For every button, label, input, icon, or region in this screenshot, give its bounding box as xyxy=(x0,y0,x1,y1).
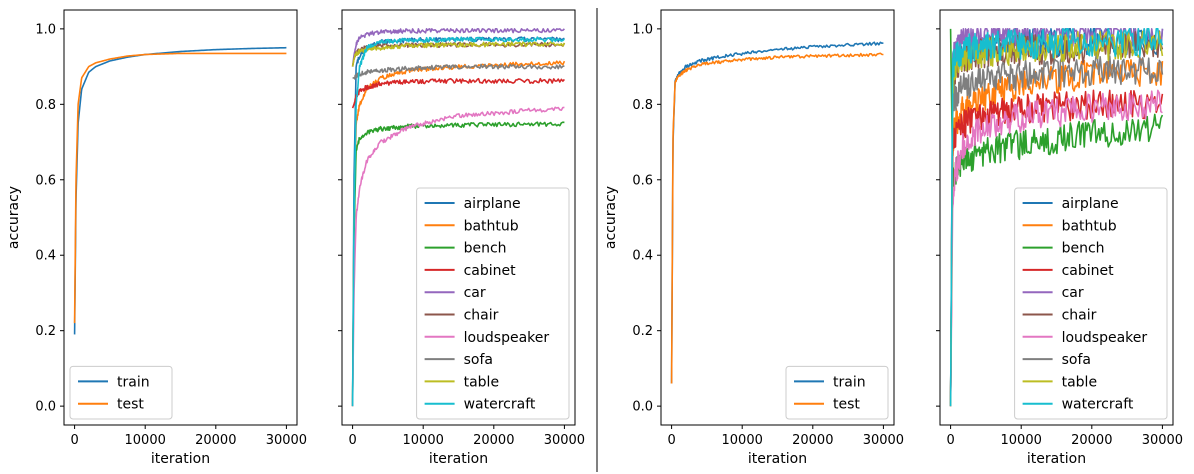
legend-box xyxy=(1014,187,1168,420)
legend-label-car: car xyxy=(1062,285,1084,301)
x-tick-label: 10000 xyxy=(403,433,444,448)
legend-label-chair: chair xyxy=(464,308,499,324)
series-line-cabinet xyxy=(949,89,1164,407)
legend-label-airplane: airplane xyxy=(464,196,521,212)
legend-label-bathtub: bathtub xyxy=(464,218,519,234)
legend-label-chair: chair xyxy=(1062,308,1097,324)
legend-label-table: table xyxy=(464,374,499,390)
legend-label-loudspeaker: loudspeaker xyxy=(1062,330,1148,346)
x-tick-label: 10000 xyxy=(125,433,166,448)
series-line-train xyxy=(670,41,884,384)
x-axis-label: iteration xyxy=(1027,451,1086,467)
axes-frame xyxy=(660,9,895,426)
series-line-watercraft xyxy=(351,36,565,407)
y-tick-label: 0.0 xyxy=(35,400,56,415)
legend-label-bench: bench xyxy=(1062,241,1105,257)
chart-panel-2: 0 10000 20000 30000 iteration airplane bathtub… xyxy=(338,9,585,467)
y-tick-label: 0.2 xyxy=(632,324,653,339)
y-tick-label: 1.0 xyxy=(35,22,56,37)
y-tick-label: 0.8 xyxy=(632,98,653,113)
x-axis-label: iteration xyxy=(151,451,210,467)
y-tick-label: 1.0 xyxy=(632,22,653,37)
legend-label-cabinet: cabinet xyxy=(464,263,517,279)
legend-label-test: test xyxy=(833,397,860,413)
series-line-test xyxy=(73,52,287,324)
chart-panel-1: 0 10000 20000 30000 0.0 0.2 0.4 0.6 0.8 1.0 iterat… xyxy=(6,9,307,467)
legend-label-car: car xyxy=(464,285,486,301)
x-tick-label: 20000 xyxy=(473,433,514,448)
legend-box xyxy=(416,187,570,420)
x-tick-label: 0 xyxy=(946,433,954,448)
y-tick-label: 0.8 xyxy=(35,98,56,113)
series-line-watercraft xyxy=(949,28,1164,407)
legend-label-bathtub: bathtub xyxy=(1062,218,1117,234)
x-tick-label: 30000 xyxy=(544,433,585,448)
series-line-bench xyxy=(949,28,1164,187)
legend: train test xyxy=(785,365,889,420)
y-tick-label: 0.4 xyxy=(632,249,653,264)
chart-panel-4: 0 10000 20000 30000 iteration airplane bathtub… xyxy=(936,9,1183,467)
y-axis-label: accuracy xyxy=(6,186,22,249)
legend-label-train: train xyxy=(117,374,150,390)
x-tick-label: 0 xyxy=(348,433,356,448)
x-tick-label: 20000 xyxy=(1071,433,1112,448)
legend: airplane bathtub bench cabinet car chair louds… xyxy=(1014,187,1168,420)
series-line-sofa xyxy=(949,54,1164,407)
axes-frame xyxy=(939,9,1174,426)
legend-box xyxy=(69,365,173,420)
legend-label-train: train xyxy=(833,374,866,390)
series-line-bathtub xyxy=(351,60,566,407)
series-line-train xyxy=(73,46,287,335)
series-line-loudspeaker xyxy=(949,89,1163,407)
x-tick-label: 30000 xyxy=(1142,433,1183,448)
series-line-test xyxy=(670,52,884,384)
legend-label-airplane: airplane xyxy=(1062,196,1119,212)
x-axis-label: iteration xyxy=(429,451,488,467)
series-line-car xyxy=(351,28,565,68)
x-tick-label: 0 xyxy=(70,433,78,448)
series-line-sofa xyxy=(351,63,565,80)
y-axis-label: accuracy xyxy=(603,186,619,249)
chart-panel-3: 0 10000 20000 30000 0.0 0.2 0.4 0.6 0.8 1.0 iterat… xyxy=(603,9,904,467)
series-line-loudspeaker xyxy=(351,106,565,407)
y-tick-label: 0.6 xyxy=(35,173,56,188)
y-tick-label: 0.2 xyxy=(35,324,56,339)
x-axis-label: iteration xyxy=(748,451,807,467)
series-line-cabinet xyxy=(351,77,565,109)
legend-box xyxy=(785,365,889,420)
legend: train test xyxy=(69,365,173,420)
legend-label-watercraft: watercraft xyxy=(1062,397,1134,413)
y-tick-label: 0.0 xyxy=(632,400,653,415)
legend-label-sofa: sofa xyxy=(464,352,493,368)
x-tick-label: 20000 xyxy=(792,433,833,448)
x-tick-label: 0 xyxy=(667,433,675,448)
x-tick-label: 30000 xyxy=(863,433,904,448)
legend-label-bench: bench xyxy=(464,241,507,257)
legend: airplane bathtub bench cabinet car chair louds… xyxy=(416,187,570,420)
legend-label-cabinet: cabinet xyxy=(1062,263,1115,279)
x-tick-label: 10000 xyxy=(722,433,763,448)
x-tick-label: 30000 xyxy=(266,433,307,448)
legend-label-table: table xyxy=(1062,374,1097,390)
y-tick-label: 0.4 xyxy=(35,249,56,264)
legend-label-sofa: sofa xyxy=(1062,352,1091,368)
y-tick-label: 0.6 xyxy=(632,173,653,188)
axes-frame xyxy=(63,9,298,426)
legend-label-loudspeaker: loudspeaker xyxy=(464,330,550,346)
axes-frame xyxy=(341,9,576,426)
x-tick-label: 10000 xyxy=(1001,433,1042,448)
x-tick-label: 20000 xyxy=(195,433,236,448)
legend-label-watercraft: watercraft xyxy=(464,397,536,413)
legend-label-test: test xyxy=(117,397,144,413)
